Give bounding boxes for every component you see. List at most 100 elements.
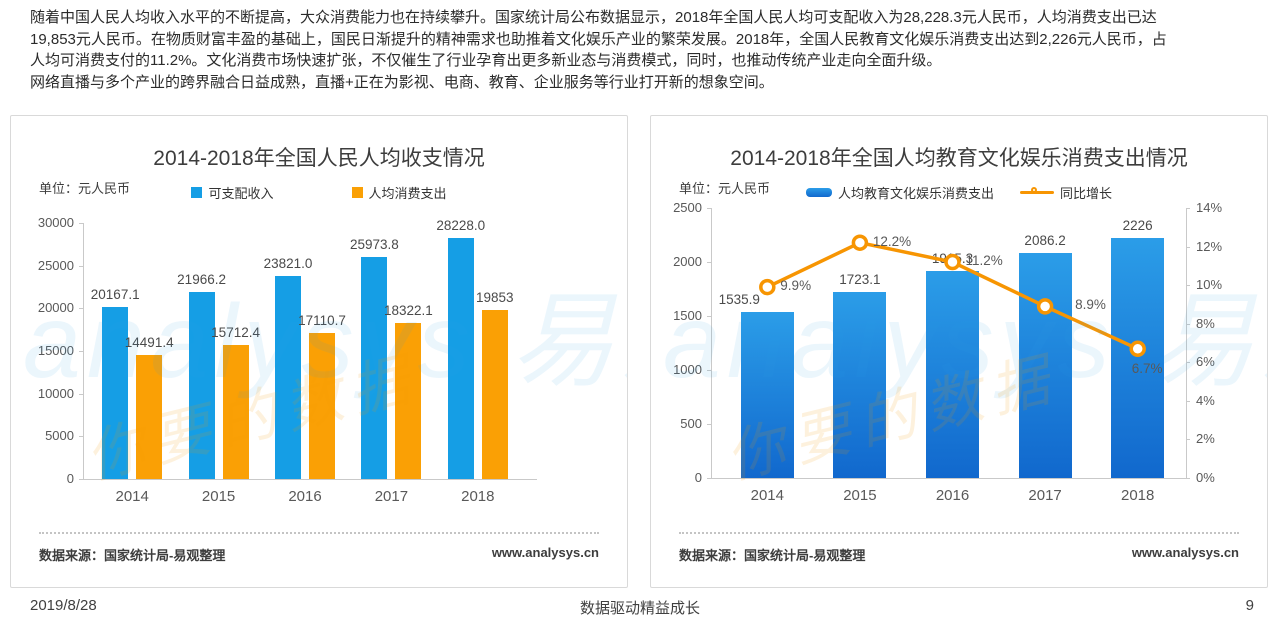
footer-slogan: 数据驱动精益成长 [579, 600, 700, 617]
y-axis-tick-label: 500 [680, 416, 702, 431]
legend-swatch-orange [351, 187, 363, 198]
y-axis-tick-label: 5000 [45, 428, 74, 444]
bar-edu-culture-spending: 1535.9 [719, 292, 794, 478]
y-axis-tick-mark [707, 208, 711, 209]
bar-disposable-income: 21966.2 [177, 272, 226, 479]
y-axis-tick-label: 20000 [37, 300, 74, 316]
bar-value-label: 2086.2 [1024, 232, 1066, 248]
growth-line-layer [759, 234, 1146, 358]
x-axis-tick-label: 2018 [1121, 487, 1155, 504]
legend-item-disposable-income: 可支配收入 [191, 183, 274, 202]
bar-group: 2086.2 [1018, 208, 1072, 478]
website-label: www.analysys.cn [1131, 545, 1239, 560]
y-axis-tick-mark [707, 316, 711, 317]
website-label: www.analysys.cn [491, 545, 599, 560]
income-expense-chart-card: 2014-2018年全国人民人均收支情况 单位：元人民币 可支配收入 人均消费支… [10, 115, 628, 588]
legend-swatch-blue [191, 187, 203, 198]
y-axis-line [711, 208, 712, 478]
secondary-y-axis-tick-mark [1186, 208, 1190, 209]
y-axis-tick-mark [79, 436, 83, 438]
y-axis-tick-label: 0 [66, 471, 74, 486]
legend-circle-marker [1031, 187, 1037, 193]
bar-disposable-income: 23821.0 [264, 256, 312, 479]
bar-disposable-income: 28228.0 [436, 218, 485, 479]
y-axis-tick-label: 25000 [37, 257, 74, 273]
bar-consumption-spending: 17110.7 [298, 313, 346, 479]
chart-title: 2014-2018年全国人民人均收支情况 [153, 147, 485, 170]
bar-consumption-spending: 19853 [476, 290, 514, 479]
bar-group: 1723.1 [833, 208, 887, 478]
bar-chart-plot: 0 5000 10000 15000 20000 25000 30000 20167.1 144… [11, 215, 627, 505]
bar-disposable-income: 20167.1 [91, 287, 140, 479]
secondary-y-axis-tick-mark [1186, 400, 1190, 402]
secondary-y-axis-tick-label: 2% [1196, 431, 1215, 447]
bar-value-label: 28228.0 [436, 218, 486, 234]
y-axis-tick-label: 1000 [673, 362, 702, 377]
y-axis-line [83, 223, 84, 479]
y-axis-tick-label: 1500 [673, 308, 702, 323]
y-axis-tick-mark [79, 223, 83, 224]
legend-label: 人均消费支出 [368, 186, 447, 201]
y-axis-tick-label: 2000 [673, 254, 702, 269]
source-divider [679, 532, 1239, 534]
y-axis-tick-mark [79, 479, 83, 480]
bar-groups: 1535.9 1723.1 1915.3 2086.2 2226 [719, 208, 1184, 478]
combo-chart-plot: 0 500 1000 1500 2000 2500 0% 2% 4% 6% 8% 10% 12% 14% 1… [651, 200, 1267, 504]
bar-value-label: 19853 [475, 289, 514, 305]
x-axis-line [711, 478, 1186, 479]
bar-edu-culture-spending: 1915.3 [925, 251, 979, 478]
secondary-y-axis-tick-mark [1186, 323, 1190, 325]
source-row: 数据来源：国家统计局-易观整理 www.analysys.cn [39, 545, 599, 564]
growth-marker [1129, 340, 1146, 358]
footer-page-number: 9 [1245, 597, 1254, 614]
data-source-label: 数据来源：国家统计局-易观整理 [679, 548, 866, 563]
secondary-y-axis-tick-label: 4% [1196, 392, 1215, 408]
x-axis-tick-label: 2014 [750, 487, 784, 504]
bar-group: 2226 [1111, 208, 1165, 478]
growth-value-label: 12.2% [872, 233, 912, 249]
secondary-y-axis-tick-label: 14% [1196, 200, 1223, 215]
x-axis-tick-label: 2014 [115, 488, 149, 505]
secondary-y-axis-tick-mark [1186, 285, 1190, 287]
bar-value-label: 18322.1 [383, 302, 433, 318]
bar-consumption-spending: 15712.4 [211, 325, 260, 479]
y-axis-tick-mark [707, 262, 711, 263]
legend-label: 可支配收入 [208, 186, 274, 201]
intro-line-2: 19,853元人民币。在物质财富丰盈的基础上，国民日渐提升的精神需求也助推着文化… [30, 30, 1167, 48]
source-divider [39, 532, 599, 534]
bar-group: 1535.9 [719, 208, 794, 478]
x-axis-tick-label: 2018 [461, 488, 495, 505]
x-axis-tick-label: 2017 [374, 488, 409, 505]
growth-value-label: 8.9% [1075, 297, 1106, 313]
footer-date: 2019/8/28 [30, 597, 97, 614]
y-axis-tick-mark [79, 308, 83, 310]
secondary-y-axis-tick-mark [1186, 362, 1190, 364]
y-axis-tick-mark [79, 265, 83, 267]
data-source-label: 数据来源：国家统计局-易观整理 [39, 548, 226, 563]
bar-group: 25973.8 18322.1 [350, 223, 433, 479]
bar-groups: 20167.1 14491.4 21966.2 15712.4 23821.0 17110… [89, 218, 521, 479]
legend-item-consumption: 人均消费支出 [351, 183, 447, 202]
y-axis-tick-label: 0 [694, 470, 702, 485]
y-axis-tick-mark [707, 478, 711, 479]
bar-edu-culture-spending: 2226 [1111, 218, 1165, 478]
bar-edu-culture-spending: 2086.2 [1018, 233, 1072, 478]
bar-value-label: 20167.1 [90, 286, 140, 302]
x-axis-tick-label: 2015 [843, 487, 877, 504]
bar-value-label: 17110.7 [298, 313, 346, 328]
intro-paragraph: 随着中国人民人均收入水平的不断提高，大众消费能力也在持续攀升。国家统计局公布数据… [30, 7, 1167, 93]
bar-consumption-spending: 14491.4 [125, 335, 174, 479]
secondary-y-axis-tick-label: 10% [1196, 277, 1223, 293]
legend-line [1020, 191, 1054, 194]
source-row: 数据来源：国家统计局-易观整理 www.analysys.cn [679, 545, 1239, 564]
bar-value-label: 1723.1 [839, 271, 881, 287]
bar-value-label: 2226 [1122, 217, 1153, 233]
bar-group: 1915.3 [925, 208, 979, 478]
x-axis-line [83, 479, 537, 480]
bar-value-label: 23821.0 [263, 255, 313, 271]
secondary-y-axis-tick-label: 6% [1196, 354, 1215, 370]
growth-value-label: 6.7% [1131, 360, 1163, 376]
y-axis-tick-label: 15000 [37, 343, 74, 358]
secondary-y-axis-tick-label: 0% [1196, 470, 1215, 485]
edu-culture-chart-card: 2014-2018年全国人均教育文化娱乐消费支出情况 单位：元人民币 人均教育文… [650, 115, 1268, 588]
